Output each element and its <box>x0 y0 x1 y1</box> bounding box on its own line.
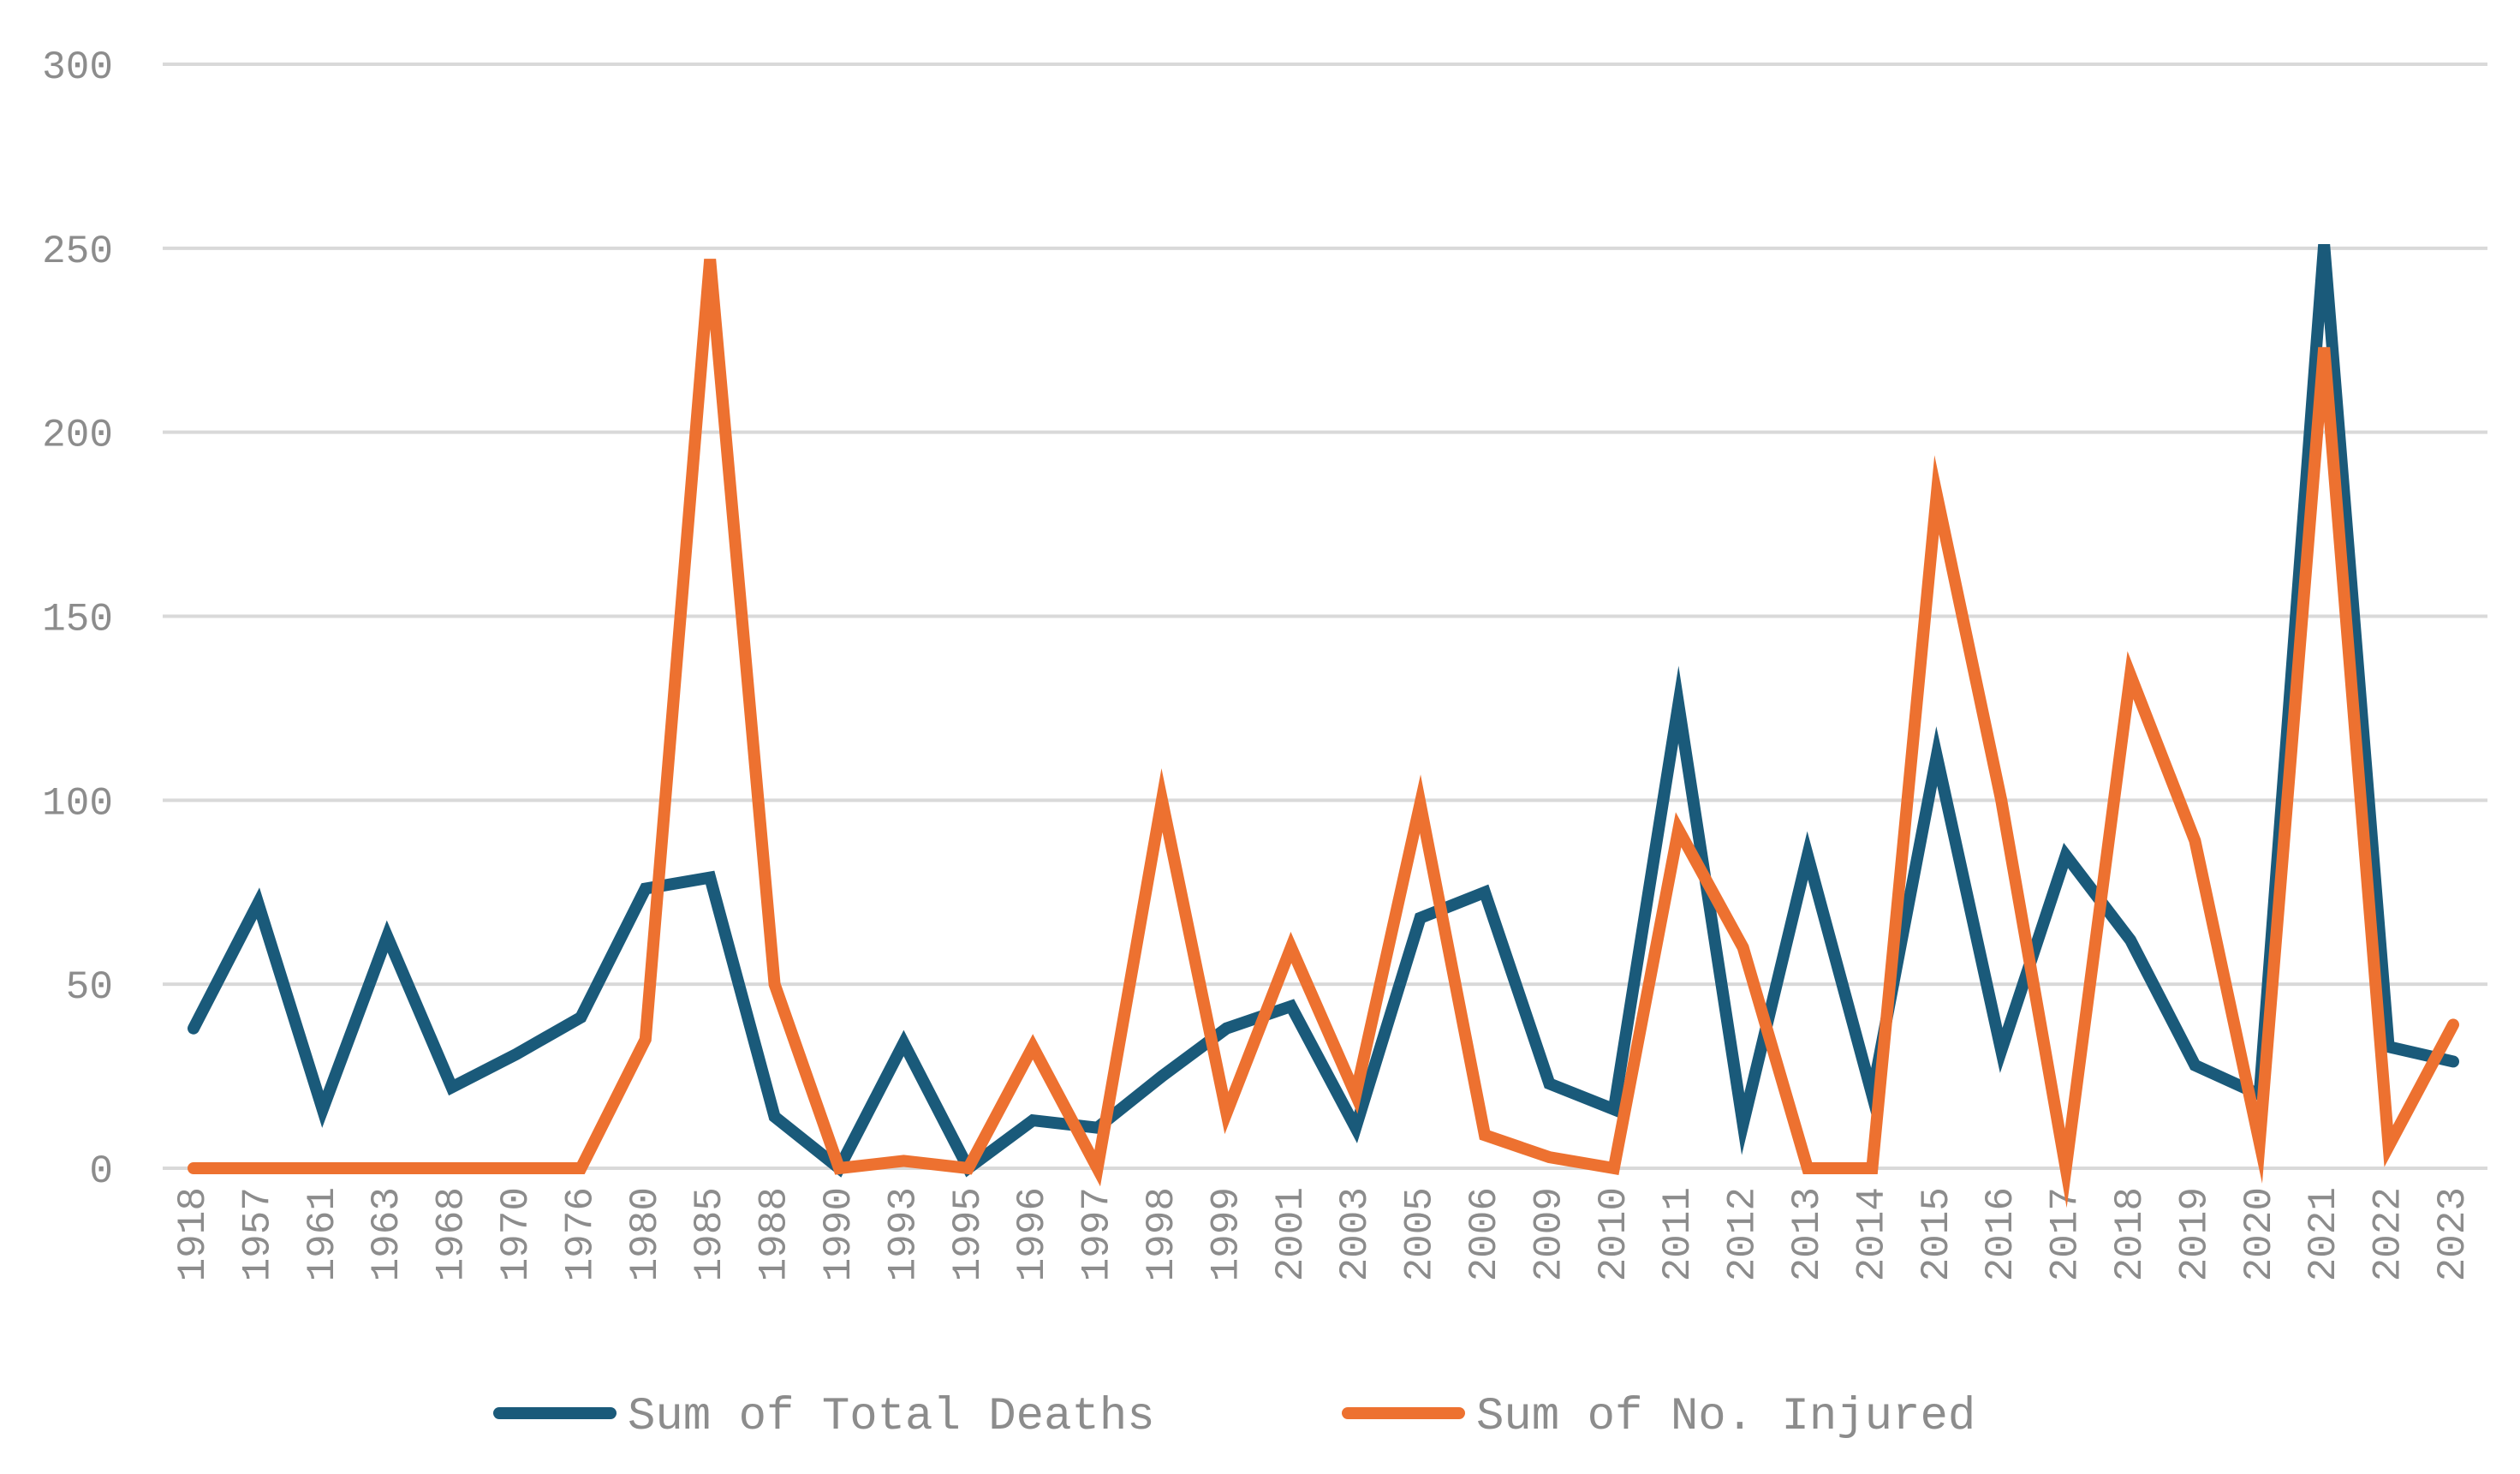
x-tick-label: 1968 <box>430 1187 474 1281</box>
x-tick-label: 2001 <box>1269 1187 1314 1281</box>
x-tick-label: 1999 <box>1204 1187 1248 1281</box>
y-tick-label: 150 <box>42 598 113 642</box>
x-tick-label: 1918 <box>171 1187 216 1281</box>
x-tick-label: 2009 <box>1527 1187 1571 1281</box>
x-tick-label: 1996 <box>1010 1187 1055 1281</box>
x-axis-tick-labels: 1918 1957 1961 1963 1968 1970 1976 1980 1985 1988… <box>171 1187 2475 1281</box>
x-tick-label: 2019 <box>2172 1187 2217 1281</box>
x-tick-label: 2014 <box>1850 1187 1894 1281</box>
x-tick-label: 2005 <box>1398 1187 1443 1281</box>
x-tick-label: 2011 <box>1656 1187 1701 1281</box>
series-line-2 <box>188 259 2459 1208</box>
x-tick-label: 2020 <box>2237 1187 2282 1281</box>
gridlines <box>163 63 2487 1170</box>
x-tick-label: 2021 <box>2302 1187 2346 1281</box>
legend: Sum of Total Deaths Sum of No. Injured <box>493 1391 1975 1443</box>
y-tick-label: 0 <box>89 1149 113 1194</box>
x-tick-label: 2023 <box>2431 1187 2475 1281</box>
y-tick-label: 250 <box>42 230 113 274</box>
x-tick-label: 2006 <box>1463 1187 1507 1281</box>
x-tick-label: 2013 <box>1785 1187 1830 1281</box>
x-tick-label: 1990 <box>817 1187 861 1281</box>
y-tick-label: 300 <box>42 45 113 90</box>
x-tick-label: 2003 <box>1333 1187 1378 1281</box>
x-tick-label: 1995 <box>946 1187 991 1281</box>
x-tick-label: 1970 <box>494 1187 539 1281</box>
y-tick-label: 100 <box>42 781 113 826</box>
x-tick-label: 1957 <box>235 1187 280 1281</box>
y-axis-tick-labels: 0 50 100 150 200 250 300 <box>42 45 113 1194</box>
legend-label-2: Sum of No. Injured <box>1476 1391 1975 1443</box>
x-tick-label: 1976 <box>558 1187 603 1281</box>
x-tick-label: 2010 <box>1592 1187 1636 1281</box>
x-tick-label: 1993 <box>881 1187 926 1281</box>
series-lines <box>188 243 2459 1208</box>
x-tick-label: 1988 <box>753 1187 797 1281</box>
x-tick-label: 1980 <box>623 1187 668 1281</box>
x-tick-label: 1985 <box>688 1187 732 1281</box>
x-tick-label: 2018 <box>2108 1187 2153 1281</box>
x-tick-label: 1963 <box>365 1187 409 1281</box>
x-tick-label: 1998 <box>1140 1187 1184 1281</box>
y-tick-label: 50 <box>66 965 113 1010</box>
y-tick-label: 200 <box>42 414 113 458</box>
x-tick-label: 2016 <box>1979 1187 2023 1281</box>
x-tick-label: 2015 <box>1915 1187 1959 1281</box>
legend-label-1: Sum of Total Deaths <box>628 1391 1155 1443</box>
x-tick-label: 2022 <box>2367 1187 2411 1281</box>
x-tick-label: 2012 <box>1721 1187 1766 1281</box>
series-line-1 <box>188 243 2459 1178</box>
x-tick-label: 1997 <box>1075 1187 1120 1281</box>
x-tick-label: 1961 <box>301 1187 345 1281</box>
